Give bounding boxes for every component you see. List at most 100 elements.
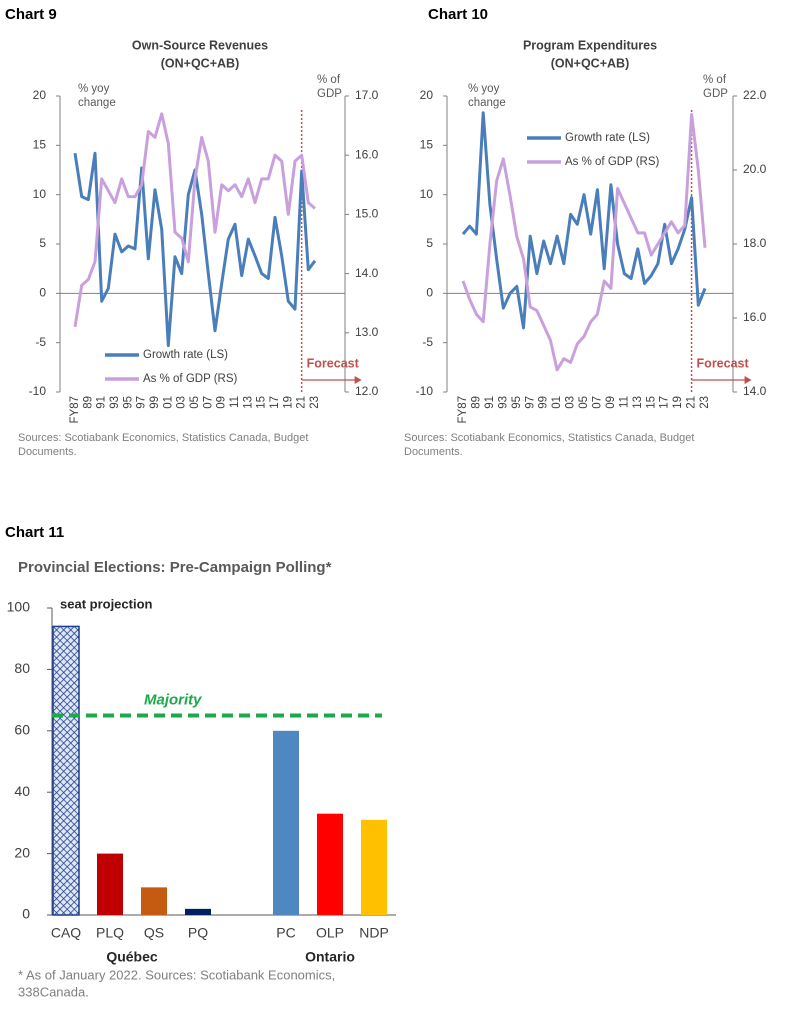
chart-subtitle: (ON+QC+AB) <box>551 56 629 70</box>
bar <box>317 813 343 915</box>
x-tick-label: 89 <box>470 396 482 409</box>
x-tick-label: 23 <box>699 396 711 409</box>
y-tick-label: 5 <box>426 236 433 250</box>
bar <box>52 625 80 916</box>
bar <box>361 819 387 915</box>
chart-label: Chart 11 <box>5 524 64 541</box>
x-tick-label: 21 <box>686 396 698 409</box>
x-tick-label: QS <box>144 925 164 941</box>
x-tick-label: NDP <box>359 925 389 941</box>
y-axis-label: % yoy <box>468 83 500 95</box>
y2-tick-label: 12.0 <box>355 384 379 398</box>
x-tick-label: 05 <box>189 396 201 409</box>
y-tick-label: 0 <box>22 906 30 922</box>
y2-tick-label: 22.0 <box>743 88 767 102</box>
x-tick-label: FY87 <box>69 396 81 424</box>
chart-subtitle: (ON+QC+AB) <box>161 56 239 70</box>
x-tick-label: 97 <box>524 396 536 409</box>
y-tick-label: -5 <box>422 335 433 349</box>
y-tick-label: 10 <box>33 187 47 201</box>
y2-tick-label: 16.0 <box>355 147 379 161</box>
source-note: Documents. <box>404 446 463 458</box>
x-tick-label: 95 <box>122 396 134 409</box>
y2-axis-label: % of <box>703 74 727 86</box>
source-note: * As of January 2022. Sources: Scotiaban… <box>18 967 335 982</box>
x-tick-label: 21 <box>296 396 308 409</box>
y-tick-label: 20 <box>420 88 434 102</box>
y2-axis-label: GDP <box>317 88 342 100</box>
y2-tick-label: 16.0 <box>743 310 767 324</box>
y-axis-label: % yoy <box>78 83 110 95</box>
y-tick-label: 40 <box>14 783 30 799</box>
y2-tick-label: 20.0 <box>743 162 767 176</box>
x-tick-label: 89 <box>82 396 94 409</box>
source-note: Sources: Scotiabank Economics, Statistic… <box>404 432 694 444</box>
x-tick-label: 13 <box>632 396 644 409</box>
x-tick-label: 09 <box>216 396 228 409</box>
series-line <box>461 111 707 330</box>
y2-tick-label: 18.0 <box>743 236 767 250</box>
y2-tick-label: 15.0 <box>355 207 379 221</box>
x-tick-label: 05 <box>578 396 590 409</box>
forecast-label: Forecast <box>307 356 360 370</box>
bar <box>97 853 123 915</box>
source-note: Documents. <box>18 446 77 458</box>
x-tick-label: PC <box>276 925 295 941</box>
x-tick-label: PLQ <box>96 925 124 941</box>
x-tick-label: 15 <box>645 396 657 409</box>
x-tick-label: 95 <box>511 396 523 409</box>
group-label: Ontario <box>305 949 355 965</box>
forecast-arrowhead <box>744 376 752 384</box>
y-tick-label: 10 <box>420 187 434 201</box>
y-tick-label: 20 <box>14 844 30 860</box>
x-tick-label: 13 <box>242 396 254 409</box>
chart-title: Program Expenditures <box>523 38 657 52</box>
x-tick-label: 07 <box>202 396 214 409</box>
x-tick-label: 19 <box>672 396 684 409</box>
x-tick-label: 23 <box>309 396 321 409</box>
x-tick-label: 11 <box>618 396 630 408</box>
chart-label: Chart 10 <box>428 6 488 23</box>
source-note: Sources: Scotiabank Economics, Statistic… <box>18 432 308 444</box>
y-tick-label: -10 <box>29 384 47 398</box>
x-tick-label: 99 <box>538 396 550 409</box>
chart-title: Provincial Elections: Pre-Campaign Polli… <box>18 559 332 576</box>
x-tick-label: 17 <box>659 396 671 409</box>
series-line <box>461 113 707 372</box>
y-tick-label: 15 <box>33 138 47 152</box>
x-tick-label: 03 <box>565 396 577 409</box>
y-tick-label: 60 <box>14 722 30 738</box>
x-tick-label: 01 <box>162 396 174 409</box>
y-tick-label: 5 <box>39 236 46 250</box>
x-tick-label: 07 <box>591 396 603 409</box>
x-tick-label: 15 <box>256 396 268 409</box>
y-tick-label: 0 <box>426 286 433 300</box>
y2-tick-label: 13.0 <box>355 325 379 339</box>
x-tick-label: 03 <box>176 396 188 409</box>
y-tick-label: -5 <box>35 335 46 349</box>
x-tick-label: FY87 <box>457 396 469 424</box>
x-tick-label: OLP <box>316 925 344 941</box>
x-tick-label: 99 <box>149 396 161 409</box>
y2-tick-label: 17.0 <box>355 88 379 102</box>
x-tick-label: 91 <box>484 396 496 409</box>
series-line <box>73 112 316 328</box>
x-tick-label: 19 <box>282 396 294 409</box>
y-tick-label: 100 <box>7 599 31 615</box>
y-tick-label: 80 <box>14 660 30 676</box>
reference-label: Majority <box>144 691 202 708</box>
legend-label: As % of GDP (RS) <box>565 156 660 168</box>
chart-title: Own-Source Revenues <box>132 38 268 52</box>
y2-tick-label: 14.0 <box>355 266 379 280</box>
y-tick-label: -10 <box>416 384 434 398</box>
bar <box>273 730 299 915</box>
x-tick-label: 01 <box>551 396 563 409</box>
x-tick-label: PQ <box>188 925 208 941</box>
y-axis-label: seat projection <box>60 596 153 611</box>
source-note: 338Canada. <box>18 984 89 999</box>
x-tick-label: 17 <box>269 396 281 409</box>
bar <box>185 908 211 915</box>
forecast-label: Forecast <box>697 356 750 370</box>
y2-axis-label: % of <box>317 74 341 86</box>
y-axis-label: change <box>78 97 116 109</box>
